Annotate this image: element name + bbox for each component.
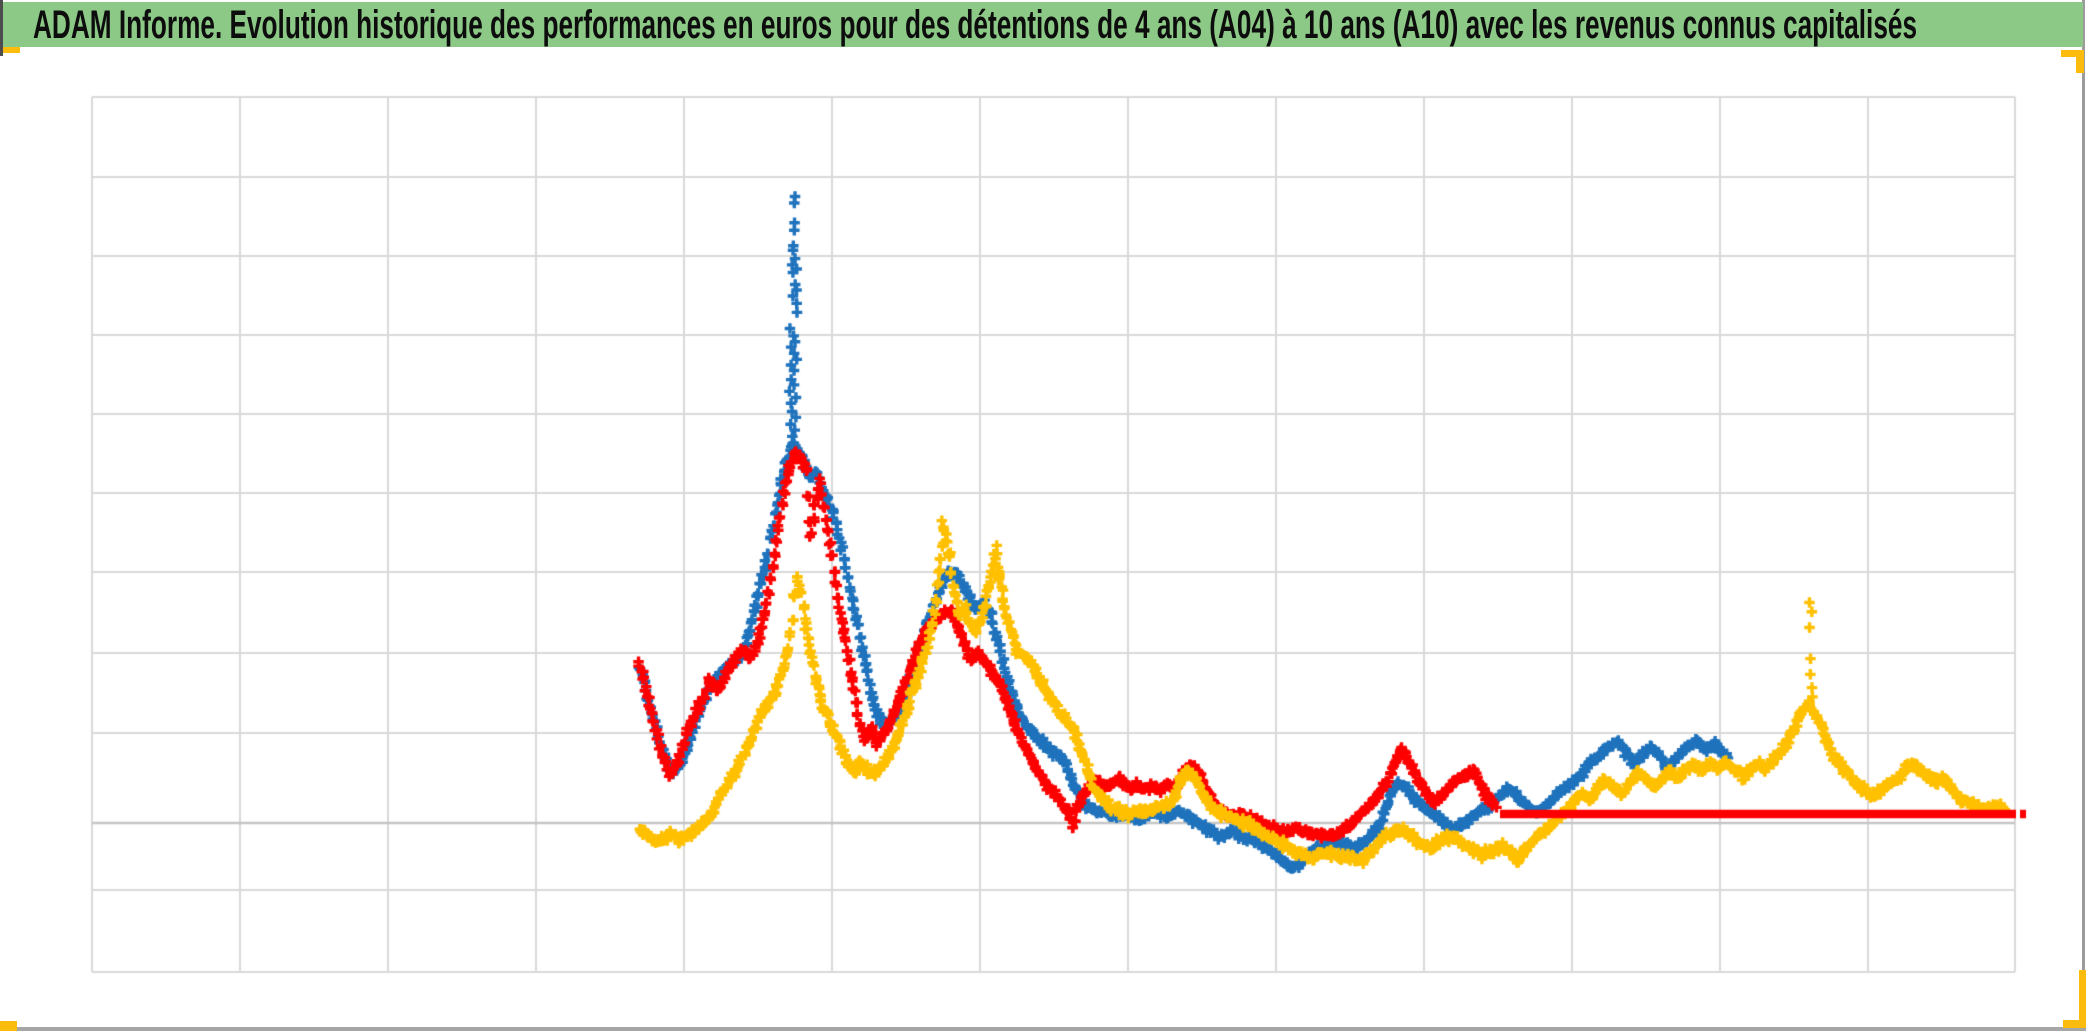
selection-corner-top-right (2061, 50, 2083, 57)
selection-corner-top-left (3, 47, 20, 53)
page-title: ADAM Informe. Evolution historique des p… (33, 3, 1918, 47)
slide-left-edge-line (0, 0, 3, 56)
title-bar: ADAM Informe. Evolution historique des p… (3, 2, 2083, 47)
selection-corner-top-right-side (2076, 50, 2084, 73)
selection-corner-bottom-right-side (2079, 970, 2086, 1028)
slide-bottom-edge-line (0, 1027, 2086, 1031)
selection-corner-bottom-right (2063, 1020, 2086, 1028)
selection-corner-bottom-left (0, 1021, 17, 1031)
slide-right-edge-line (2082, 0, 2085, 970)
